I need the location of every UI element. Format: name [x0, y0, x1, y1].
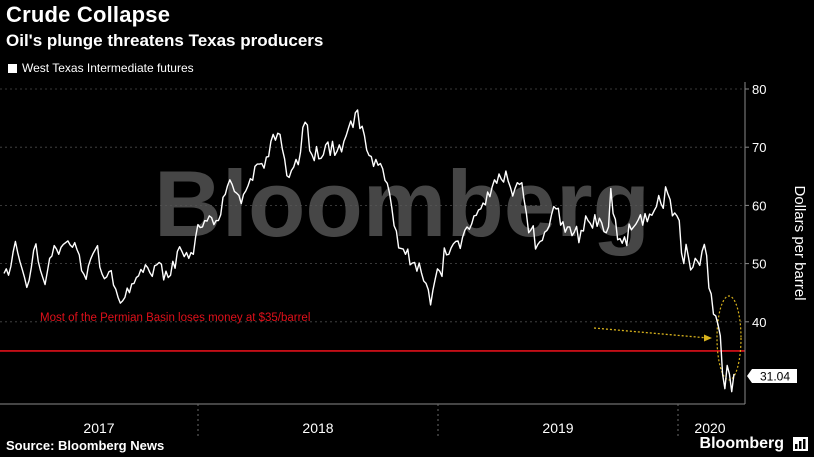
last-value-label: 31.04	[760, 370, 790, 384]
chart-title: Crude Collapse	[6, 2, 171, 27]
bar-chart-icon	[793, 437, 808, 451]
y-tick-label: 70	[752, 140, 766, 155]
last-value-badge: 31.04	[747, 369, 797, 384]
brand-logo: Bloomberg	[699, 435, 784, 452]
x-tick-label: 2017	[83, 420, 114, 436]
legend: West Texas Intermediate futures	[8, 61, 194, 75]
chart-subtitle: Oil's plunge threatens Texas producers	[6, 31, 324, 50]
gridlines	[0, 88, 745, 323]
source-note: Source: Bloomberg News	[6, 438, 165, 453]
y-axis-label: Dollars per barrel	[791, 185, 808, 300]
legend-swatch	[8, 63, 17, 73]
wti-price-line	[3, 109, 735, 393]
annotation-arrow	[593, 327, 709, 339]
y-tick-label: 60	[752, 198, 766, 213]
x-axis: 2017 2018 2019 2020	[83, 404, 726, 438]
annotation-ellipse	[716, 295, 742, 381]
x-tick-label: 2020	[694, 420, 725, 436]
legend-label: West Texas Intermediate futures	[22, 61, 194, 75]
y-tick-label: 40	[752, 315, 766, 330]
watermark-text: Bloomberg	[154, 151, 650, 256]
y-axis: 40 50 60 70 80	[745, 82, 766, 330]
y-tick-label: 50	[752, 257, 766, 272]
annotation-arrow-head	[704, 334, 712, 342]
x-tick-label: 2018	[302, 420, 333, 436]
threshold-annotation: Most of the Permian Basin loses money at…	[40, 312, 310, 324]
x-tick-label: 2019	[542, 420, 573, 436]
y-tick-label: 80	[752, 82, 766, 97]
